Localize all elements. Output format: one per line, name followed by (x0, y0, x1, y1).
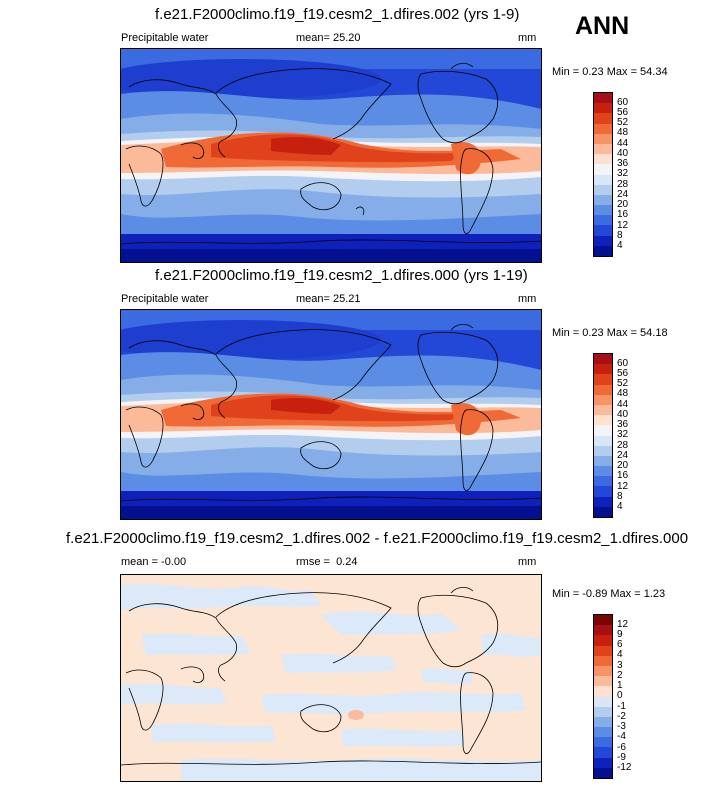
colorbar-tick: 52 (617, 378, 629, 389)
colorbar-tick: -2 (617, 711, 626, 722)
colorbar-tick: 3 (617, 660, 623, 671)
panel1-title: f.e21.F2000climo.f19_f19.cesm2_1.dfires.… (155, 6, 520, 23)
colorbar-tick: 44 (617, 399, 629, 410)
panel1-map (120, 48, 542, 263)
panel3-map-svg (121, 575, 541, 781)
panel1-minmax: Min = 0.23 Max = 54.34 (552, 66, 668, 78)
colorbar-tick: -1 (617, 701, 626, 712)
colorbar-tick: 36 (617, 419, 629, 430)
panel1-mean-label: mean= 25.20 (296, 32, 361, 44)
colorbar-tick: 9 (617, 629, 623, 640)
colorbar-tick: -3 (617, 721, 626, 732)
panel2-units: mm (518, 293, 537, 305)
colorbar-tick: -6 (617, 742, 626, 753)
colorbar-tick: 24 (617, 189, 629, 200)
colorbar-tick: 48 (617, 127, 629, 138)
colorbar-tick: 16 (617, 470, 629, 481)
colorbar-tick: 28 (617, 440, 629, 451)
panel3-mean-label: mean = -0.00 (121, 556, 187, 568)
panel3-colorbar (593, 614, 613, 779)
panel2-title: f.e21.F2000climo.f19_f19.cesm2_1.dfires.… (155, 267, 528, 284)
colorbar-tick: 32 (617, 168, 629, 179)
colorbar-tick: 6 (617, 639, 623, 650)
panel3-title: f.e21.F2000climo.f19_f19.cesm2_1.dfires.… (66, 530, 689, 547)
colorbar-tick: -9 (617, 752, 626, 763)
colorbar-tick: 32 (617, 429, 629, 440)
panel3-map (120, 574, 542, 782)
colorbar-tick: 60 (617, 358, 629, 369)
panel1-units: mm (518, 32, 537, 44)
colorbar-tick: 12 (617, 220, 629, 231)
colorbar-tick: 56 (617, 107, 629, 118)
panel2-map-svg (121, 310, 541, 519)
panel1-variable-label: Precipitable water (121, 32, 209, 44)
panel2-colorbar (593, 353, 613, 518)
season-label: ANN (575, 12, 630, 40)
panel2-minmax: Min = 0.23 Max = 54.18 (552, 327, 668, 339)
panel2-map (120, 309, 542, 520)
colorbar-tick: 40 (617, 409, 629, 420)
colorbar-tick: 28 (617, 179, 629, 190)
colorbar-tick: 12 (617, 481, 629, 492)
colorbar-tick: 12 (617, 619, 629, 630)
colorbar-tick: -12 (617, 762, 632, 773)
panel1-map-svg (121, 49, 541, 262)
panel3-rmse-label: rmse = 0.24 (296, 556, 358, 568)
colorbar-tick: 8 (617, 230, 623, 241)
colorbar-tick: 52 (617, 117, 629, 128)
colorbar-tick: 44 (617, 138, 629, 149)
panel2-variable-label: Precipitable water (121, 293, 209, 305)
panel3-minmax: Min = -0.89 Max = 1.23 (552, 588, 666, 600)
colorbar-tick: 20 (617, 199, 629, 210)
colorbar-tick: 2 (617, 670, 623, 681)
colorbar-tick: 4 (617, 649, 623, 660)
colorbar-tick: 40 (617, 148, 629, 159)
colorbar-tick: 16 (617, 209, 629, 220)
colorbar-tick: 48 (617, 388, 629, 399)
colorbar-tick: 1 (617, 680, 623, 691)
panel2-mean-label: mean= 25.21 (296, 293, 361, 305)
colorbar-tick: 56 (617, 368, 629, 379)
colorbar-tick: 24 (617, 450, 629, 461)
colorbar-tick: -4 (617, 731, 626, 742)
colorbar-tick: 60 (617, 97, 629, 108)
colorbar-tick: 4 (617, 501, 623, 512)
panel1-colorbar (593, 92, 613, 257)
colorbar-tick: 20 (617, 460, 629, 471)
colorbar-tick: 36 (617, 158, 629, 169)
colorbar-tick: 8 (617, 491, 623, 502)
colorbar-tick: 4 (617, 240, 623, 251)
panel3-units: mm (518, 556, 537, 568)
colorbar-tick: 0 (617, 690, 623, 701)
